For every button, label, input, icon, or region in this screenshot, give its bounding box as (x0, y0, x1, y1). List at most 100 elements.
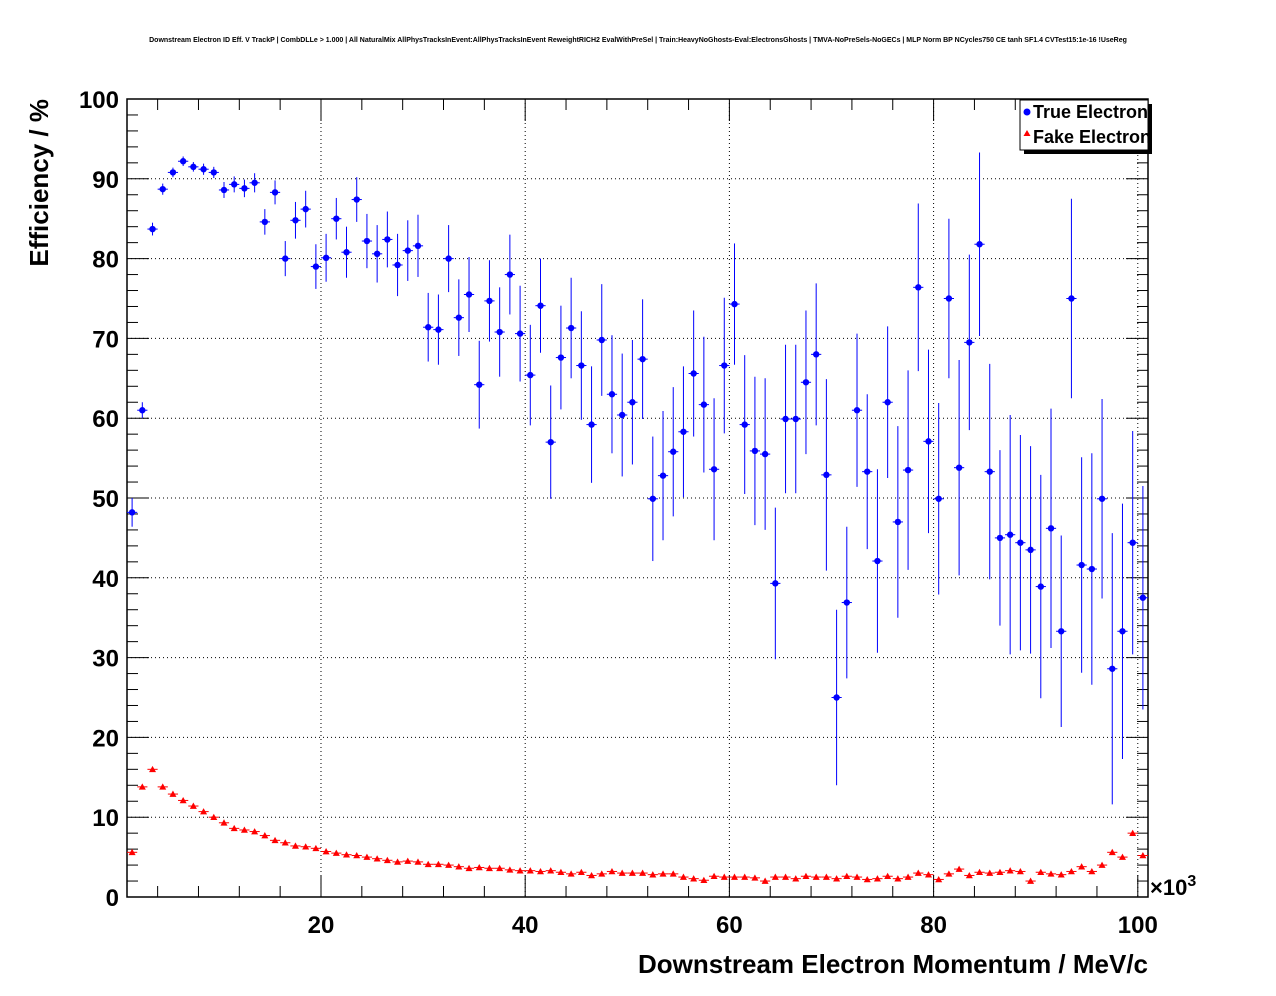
data-point (639, 355, 646, 363)
data-point (1139, 594, 1147, 601)
data-point (404, 247, 411, 254)
data-point (1027, 877, 1035, 884)
data-point (1139, 852, 1147, 859)
data-point (567, 870, 575, 877)
data-point (373, 855, 381, 862)
data-point (159, 185, 166, 193)
data-point (771, 873, 779, 880)
data-point (823, 471, 830, 479)
data-point (822, 873, 830, 880)
data-point (598, 336, 605, 344)
series-true-electron (127, 152, 1148, 805)
data-point (1068, 295, 1075, 302)
data-point (588, 871, 596, 879)
data-point (434, 860, 442, 868)
data-point (659, 870, 667, 877)
data-point (291, 842, 299, 849)
data-point (537, 302, 544, 309)
data-point (710, 466, 718, 473)
data-point (690, 875, 698, 882)
data-point (996, 534, 1004, 542)
x-tick-label: 80 (920, 912, 947, 939)
data-point (853, 407, 861, 414)
data-point (894, 518, 902, 526)
data-point (210, 813, 218, 820)
data-point (353, 852, 361, 859)
data-point (537, 867, 545, 875)
data-point (506, 866, 514, 873)
legend-box (1019, 99, 1149, 151)
data-point (261, 832, 269, 839)
data-point (475, 863, 483, 871)
data-point (394, 261, 401, 269)
data-point (516, 867, 524, 874)
axis-ticks (127, 98, 1148, 898)
data-point (669, 870, 677, 877)
data-point (1016, 867, 1024, 875)
data-point (496, 864, 504, 872)
y-tick-label: 80 (92, 247, 119, 274)
data-point (812, 351, 820, 358)
legend-marker-fake-electron (1023, 130, 1031, 136)
data-point (527, 371, 534, 379)
data-point (424, 324, 432, 331)
data-point (802, 872, 810, 880)
data-point (465, 291, 473, 298)
data-point (700, 401, 708, 408)
data-point (1098, 861, 1106, 868)
data-point (1118, 853, 1126, 860)
y-tick-label: 60 (92, 406, 119, 433)
data-point (955, 464, 963, 471)
data-point (496, 328, 503, 336)
data-point (1058, 628, 1065, 635)
data-point (884, 399, 891, 406)
data-point (383, 856, 391, 864)
data-point (1047, 525, 1055, 532)
data-point (802, 379, 810, 386)
data-point (915, 284, 922, 291)
data-point (271, 189, 279, 196)
data-point (1108, 848, 1116, 856)
data-series (127, 152, 1148, 884)
data-point (659, 472, 667, 479)
data-point (445, 255, 452, 262)
data-point (741, 873, 749, 880)
data-point (363, 853, 371, 860)
data-point (404, 857, 412, 864)
data-point (853, 873, 861, 880)
data-point (312, 844, 320, 852)
data-point (373, 250, 381, 258)
tick-labels: 20 40 60 80 100 0 10 20 30 40 50 60 70 80 90 100 (79, 87, 1158, 939)
x-axis-title: Downstream Electron Momentum / MeV/c (638, 949, 1148, 979)
data-point (312, 263, 320, 270)
legend-label-fake-electron: Fake Electron (1033, 127, 1151, 147)
data-point (1129, 539, 1136, 546)
data-point (843, 872, 851, 880)
data-point (332, 849, 340, 856)
data-point (251, 828, 259, 835)
y-tick-label: 0 (106, 885, 119, 912)
data-point (639, 869, 647, 876)
data-point (159, 783, 167, 790)
data-point (322, 848, 330, 855)
data-point (557, 868, 565, 876)
data-point (435, 326, 442, 333)
data-point (935, 495, 942, 502)
data-point (292, 217, 299, 224)
data-point (231, 181, 238, 188)
data-point (220, 819, 228, 826)
y-tick-label: 30 (92, 646, 119, 673)
data-point (812, 873, 820, 880)
data-point (863, 875, 871, 883)
data-point (210, 169, 217, 176)
data-point (557, 354, 565, 361)
data-point (690, 370, 697, 377)
data-point (1078, 561, 1085, 569)
data-point (986, 468, 993, 475)
data-point (343, 851, 351, 858)
data-point (792, 415, 799, 423)
data-point (1129, 829, 1137, 836)
data-point (965, 871, 973, 879)
data-point (731, 300, 738, 308)
